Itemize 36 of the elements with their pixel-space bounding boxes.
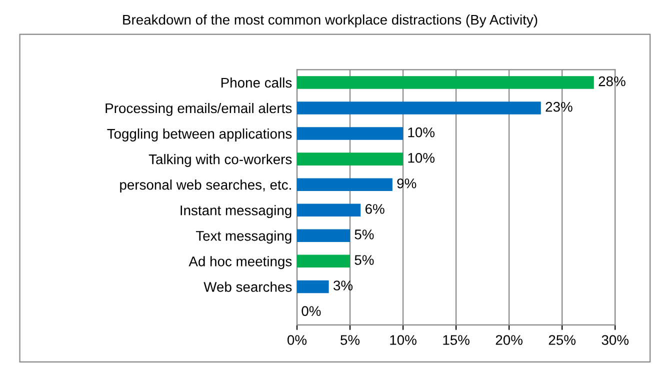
bar bbox=[297, 229, 350, 242]
x-tick-label: 15% bbox=[443, 335, 470, 345]
bar bbox=[297, 152, 404, 166]
y-tick-label: Ad hoc meetings bbox=[188, 256, 292, 270]
x-tick-label: 5% bbox=[340, 335, 360, 345]
data-label: 5% bbox=[354, 230, 374, 240]
data-label: 5% bbox=[354, 255, 374, 265]
data-label: 3% bbox=[334, 280, 353, 290]
x-tick-label: 30% bbox=[602, 335, 629, 345]
bar bbox=[297, 204, 361, 217]
y-tick-label: Text messaging bbox=[196, 230, 292, 244]
bar bbox=[297, 280, 329, 294]
y-tick-label: Talking with co-workers bbox=[148, 154, 292, 167]
bar bbox=[297, 76, 594, 89]
data-label: 9% bbox=[397, 178, 416, 188]
bar bbox=[297, 127, 404, 140]
y-tick-label: Processing emails/email alerts bbox=[106, 102, 292, 116]
chart-title: Breakdown of the most common workplace distractions (By Activity) bbox=[123, 14, 538, 28]
data-label: 28% bbox=[598, 76, 626, 86]
x-tick-label: 20% bbox=[496, 335, 522, 345]
y-tick-label: Instant messaging bbox=[180, 205, 292, 218]
x-tick-label: 0% bbox=[288, 335, 307, 345]
bar bbox=[297, 102, 541, 114]
y-tick-label: Phone calls bbox=[221, 77, 292, 88]
data-label: 0% bbox=[302, 306, 321, 316]
x-tick-label: 25% bbox=[548, 335, 576, 345]
data-label: 10% bbox=[408, 127, 435, 138]
data-label: 10% bbox=[408, 152, 435, 163]
bar bbox=[297, 254, 350, 268]
y-tick-label: Web searches bbox=[204, 282, 292, 292]
data-label: 23% bbox=[546, 102, 572, 112]
y-tick-label: personal web searches, etc. bbox=[120, 180, 291, 193]
bar bbox=[297, 178, 392, 191]
y-tick-label: Toggling between applications bbox=[107, 128, 292, 142]
x-tick-label: 10% bbox=[390, 335, 416, 345]
data-label: 6% bbox=[365, 204, 384, 214]
